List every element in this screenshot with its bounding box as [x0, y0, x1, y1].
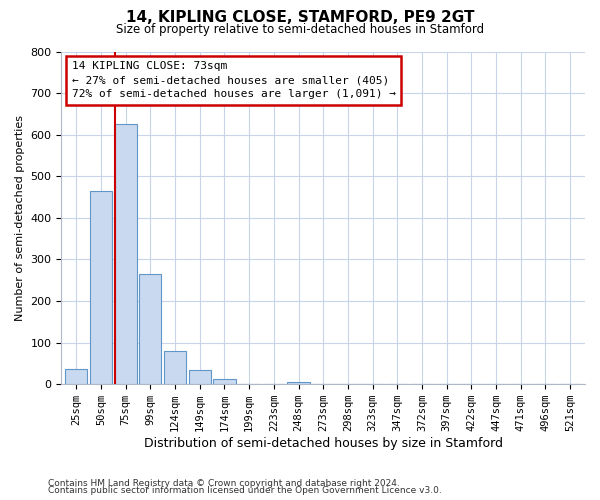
- Bar: [115, 124, 137, 384]
- Y-axis label: Number of semi-detached properties: Number of semi-detached properties: [15, 115, 25, 321]
- Bar: [213, 379, 236, 384]
- Text: 14, KIPLING CLOSE, STAMFORD, PE9 2GT: 14, KIPLING CLOSE, STAMFORD, PE9 2GT: [126, 10, 474, 25]
- X-axis label: Distribution of semi-detached houses by size in Stamford: Distribution of semi-detached houses by …: [144, 437, 503, 450]
- Bar: [90, 191, 112, 384]
- Text: Contains HM Land Registry data © Crown copyright and database right 2024.: Contains HM Land Registry data © Crown c…: [48, 478, 400, 488]
- Bar: [164, 351, 186, 384]
- Text: Contains public sector information licensed under the Open Government Licence v3: Contains public sector information licen…: [48, 486, 442, 495]
- Text: 14 KIPLING CLOSE: 73sqm
← 27% of semi-detached houses are smaller (405)
72% of s: 14 KIPLING CLOSE: 73sqm ← 27% of semi-de…: [72, 62, 396, 100]
- Bar: [287, 382, 310, 384]
- Bar: [188, 370, 211, 384]
- Text: Size of property relative to semi-detached houses in Stamford: Size of property relative to semi-detach…: [116, 22, 484, 36]
- Bar: [65, 369, 88, 384]
- Bar: [139, 274, 161, 384]
